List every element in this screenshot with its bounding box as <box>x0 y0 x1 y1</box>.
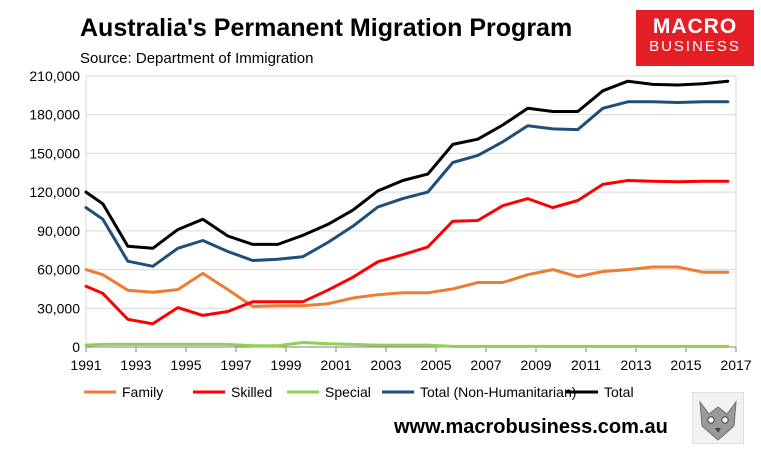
series-line-skilled <box>84 179 730 326</box>
legend-label-skilled: Skilled <box>231 384 272 400</box>
x-tick-label: 2015 <box>670 357 701 373</box>
macro-business-logo[interactable]: MACRO BUSINESS <box>636 10 754 66</box>
x-tick-label: 1993 <box>120 357 151 373</box>
x-tick-label: 2013 <box>620 357 651 373</box>
wolf-logo-icon <box>692 392 744 444</box>
x-tick-label: 2001 <box>320 357 351 373</box>
y-tick-label: 150,000 <box>29 145 80 161</box>
x-tick-label: 2011 <box>571 357 601 373</box>
x-tick-label: 2005 <box>420 357 451 373</box>
x-tick-label: 2007 <box>470 357 501 373</box>
legend-label-total: Total <box>604 384 634 400</box>
series-line-special <box>84 341 730 348</box>
series-line-total <box>84 79 730 250</box>
y-tick-label: 60,000 <box>37 262 80 278</box>
chart-title: Australia's Permanent Migration Program <box>80 14 573 42</box>
x-tick-label: 1999 <box>270 357 301 373</box>
x-tick-label: 2017 <box>720 357 751 373</box>
y-tick-label: 120,000 <box>29 184 80 200</box>
logo-line-2: BUSINESS <box>649 38 741 55</box>
legend-label-family: Family <box>122 384 163 400</box>
chart-subtitle: Source: Department of Immigration <box>80 50 314 67</box>
series-line-family <box>84 265 730 308</box>
x-tick-label: 1997 <box>220 357 251 373</box>
y-tick-label: 0 <box>72 339 80 355</box>
x-tick-label: 2009 <box>520 357 551 373</box>
x-tick-label: 2003 <box>370 357 401 373</box>
plot-area <box>85 75 737 348</box>
legend-label-special: Special <box>325 384 371 400</box>
legend-label-total-non-humanitarian: Total (Non-Humanitarian) <box>420 384 576 400</box>
x-tick-label: 1991 <box>70 357 101 373</box>
logo-line-1: MACRO <box>652 15 738 38</box>
y-tick-label: 30,000 <box>37 300 80 316</box>
y-tick-label: 180,000 <box>29 107 80 123</box>
x-tick-label: 1995 <box>170 357 201 373</box>
y-tick-label: 90,000 <box>37 223 80 239</box>
series-line-total-non-humanitarian <box>84 100 730 268</box>
y-tick-label: 210,000 <box>29 68 80 84</box>
website-url[interactable]: www.macrobusiness.com.au <box>394 416 668 438</box>
